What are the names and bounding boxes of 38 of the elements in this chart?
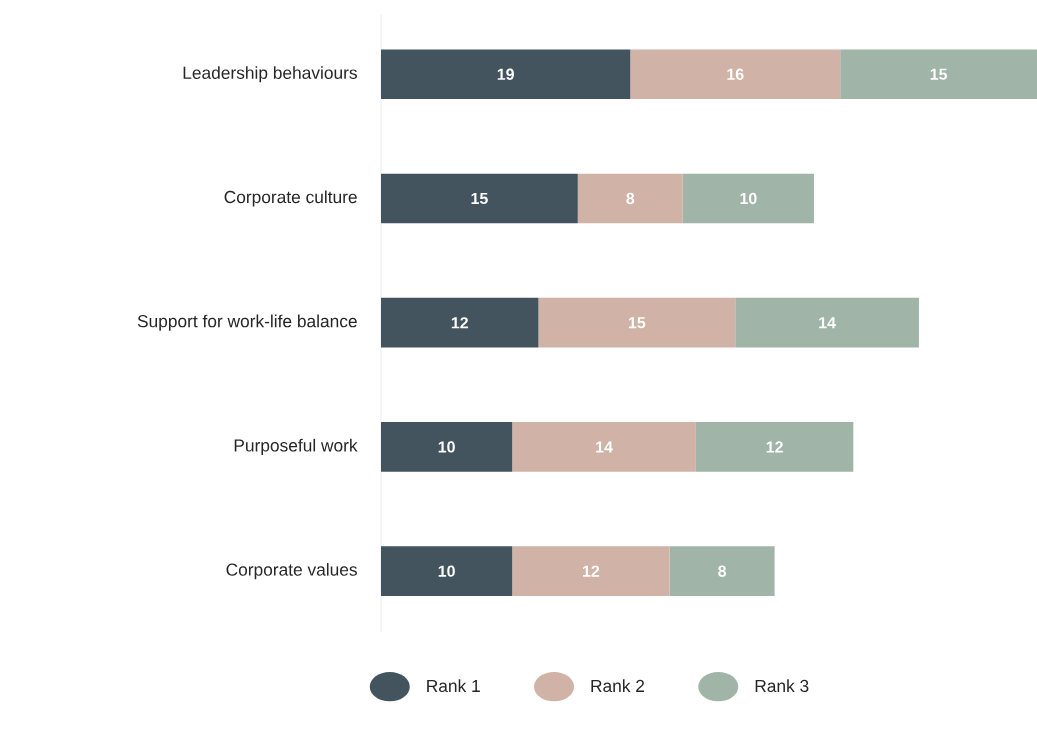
y-tick-label: Leadership behaviours: [183, 66, 357, 83]
bar: [840, 49, 1037, 100]
legend-label: Rank 3: [755, 679, 809, 693]
data-label: 15: [628, 317, 646, 329]
data-label: 15: [930, 68, 948, 80]
legend-label: Rank 2: [591, 679, 645, 693]
bar: [512, 546, 670, 596]
data-label: 10: [438, 441, 455, 453]
y-tick-label: Corporate values: [226, 563, 357, 580]
data-label: 8: [718, 565, 727, 577]
bar: [512, 422, 696, 472]
bar: [669, 546, 775, 596]
data-label: 14: [596, 441, 613, 453]
data-label: 12: [766, 441, 783, 453]
bar: [538, 297, 736, 348]
data-label: 10: [438, 565, 455, 577]
data-label: 12: [583, 565, 600, 577]
data-label: 8: [626, 192, 635, 205]
data-label: 19: [497, 68, 514, 80]
data-label: 15: [471, 192, 488, 205]
bar: [682, 173, 814, 224]
data-label: 10: [740, 192, 757, 205]
legend-label: Rank 1: [427, 679, 480, 693]
bar: [381, 546, 513, 596]
bar: [381, 422, 513, 472]
bar: [630, 49, 841, 100]
bar: [735, 297, 919, 348]
bar: [577, 173, 683, 224]
y-tick-label: Support for work-life balance: [137, 314, 357, 331]
bar: [381, 49, 631, 100]
y-tick-label: Corporate culture: [224, 190, 357, 207]
data-label: 16: [727, 68, 744, 80]
y-tick-label: Purposeful work: [234, 438, 358, 455]
bar: [695, 422, 854, 472]
data-label: 14: [819, 317, 836, 329]
data-label: 12: [451, 317, 468, 329]
bar: [381, 173, 578, 224]
bar: [381, 297, 539, 348]
